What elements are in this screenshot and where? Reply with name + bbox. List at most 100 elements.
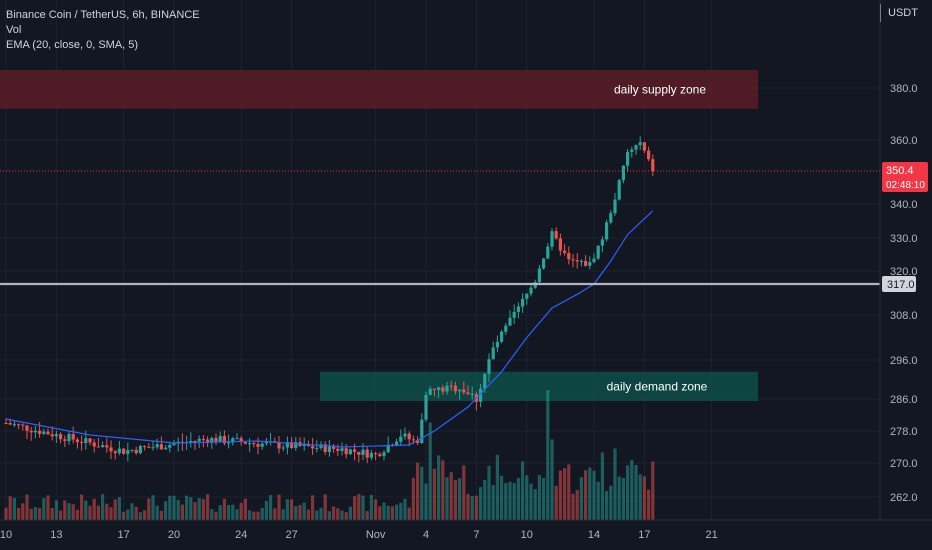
candle-body[interactable] — [479, 388, 483, 402]
candle-body[interactable] — [21, 424, 25, 426]
candle-body[interactable] — [214, 437, 218, 443]
demand-zone[interactable] — [320, 371, 758, 401]
candle-body[interactable] — [311, 446, 315, 449]
candle-body[interactable] — [50, 434, 54, 437]
candle-body[interactable] — [588, 262, 592, 266]
candle-body[interactable] — [621, 165, 625, 181]
candle-body[interactable] — [285, 442, 289, 448]
candle-body[interactable] — [248, 443, 252, 445]
candle-body[interactable] — [122, 448, 126, 454]
candle-body[interactable] — [172, 443, 176, 445]
candle-body[interactable] — [260, 443, 264, 447]
candle-body[interactable] — [546, 246, 550, 259]
candle-body[interactable] — [584, 261, 588, 266]
candle-body[interactable] — [617, 180, 621, 200]
candle-body[interactable] — [558, 238, 562, 251]
candle-body[interactable] — [596, 245, 600, 259]
candle-body[interactable] — [59, 434, 63, 440]
candle-body[interactable] — [411, 439, 415, 441]
candle-body[interactable] — [113, 451, 117, 454]
candle-body[interactable] — [164, 447, 168, 450]
candle-body[interactable] — [651, 159, 655, 171]
currency-label[interactable]: USDT — [888, 7, 918, 19]
candle-body[interactable] — [491, 347, 495, 360]
candle-body[interactable] — [235, 438, 239, 440]
candle-body[interactable] — [38, 430, 42, 434]
candle-body[interactable] — [453, 385, 457, 392]
candle-body[interactable] — [537, 268, 541, 283]
candle-body[interactable] — [500, 331, 504, 342]
candle-body[interactable] — [432, 388, 436, 390]
candle-body[interactable] — [600, 239, 604, 246]
candle-body[interactable] — [134, 449, 138, 454]
volume-indicator-label[interactable]: Vol — [6, 24, 22, 36]
candle-body[interactable] — [75, 439, 79, 443]
candle-body[interactable] — [458, 389, 462, 392]
candle-body[interactable] — [319, 444, 323, 448]
candle-body[interactable] — [231, 438, 235, 443]
candle-body[interactable] — [210, 437, 214, 443]
candle-body[interactable] — [470, 393, 474, 395]
candle-body[interactable] — [571, 259, 575, 261]
candle-body[interactable] — [495, 341, 499, 348]
candle-body[interactable] — [8, 423, 12, 425]
candle-body[interactable] — [29, 430, 33, 433]
candle-body[interactable] — [357, 451, 361, 455]
candle-body[interactable] — [365, 449, 369, 458]
candle-body[interactable] — [613, 199, 617, 214]
candle-body[interactable] — [130, 449, 134, 451]
candle-body[interactable] — [382, 452, 386, 456]
candle-body[interactable] — [126, 450, 130, 454]
candle-body[interactable] — [441, 387, 445, 392]
candle-body[interactable] — [361, 449, 365, 455]
candle-body[interactable] — [46, 431, 50, 435]
candle-body[interactable] — [281, 447, 285, 449]
candle-body[interactable] — [378, 454, 382, 456]
candle-body[interactable] — [109, 447, 113, 452]
candle-body[interactable] — [327, 445, 331, 452]
symbol-title[interactable]: Binance Coin / TetherUS, 6h, BINANCE — [6, 9, 200, 21]
candle-body[interactable] — [516, 306, 520, 312]
candle-body[interactable] — [428, 388, 432, 395]
candle-body[interactable] — [197, 438, 201, 442]
candle-body[interactable] — [17, 424, 21, 426]
candle-body[interactable] — [529, 287, 533, 294]
candle-body[interactable] — [420, 419, 424, 444]
candle-body[interactable] — [466, 392, 470, 395]
candle-body[interactable] — [369, 453, 373, 458]
candle-body[interactable] — [575, 260, 579, 262]
candle-body[interactable] — [71, 433, 75, 440]
candle-body[interactable] — [201, 438, 205, 440]
candle-body[interactable] — [243, 442, 247, 444]
candle-body[interactable] — [399, 436, 403, 442]
candle-body[interactable] — [315, 447, 319, 449]
candle-body[interactable] — [605, 222, 609, 240]
candle-body[interactable] — [239, 438, 243, 443]
candle-body[interactable] — [264, 442, 268, 444]
candle-body[interactable] — [567, 252, 571, 260]
candle-body[interactable] — [189, 441, 193, 443]
candle-body[interactable] — [483, 373, 487, 389]
candle-body[interactable] — [101, 445, 105, 448]
candle-body[interactable] — [554, 231, 558, 239]
candle-body[interactable] — [348, 449, 352, 455]
candle-body[interactable] — [609, 213, 613, 223]
candle-body[interactable] — [155, 444, 159, 448]
candle-body[interactable] — [487, 359, 491, 374]
candle-body[interactable] — [424, 394, 428, 420]
candle-body[interactable] — [206, 439, 210, 443]
candle-body[interactable] — [395, 441, 399, 446]
candle-body[interactable] — [642, 142, 646, 151]
candle-body[interactable] — [105, 445, 109, 448]
candle-body[interactable] — [88, 438, 92, 443]
candle-body[interactable] — [222, 436, 226, 444]
candle-body[interactable] — [630, 149, 634, 152]
candle-body[interactable] — [462, 389, 466, 393]
candle-body[interactable] — [227, 442, 231, 444]
candle-body[interactable] — [579, 261, 583, 263]
candle-body[interactable] — [84, 438, 88, 444]
candle-body[interactable] — [626, 151, 630, 166]
candle-body[interactable] — [592, 258, 596, 263]
candle-body[interactable] — [159, 444, 163, 450]
